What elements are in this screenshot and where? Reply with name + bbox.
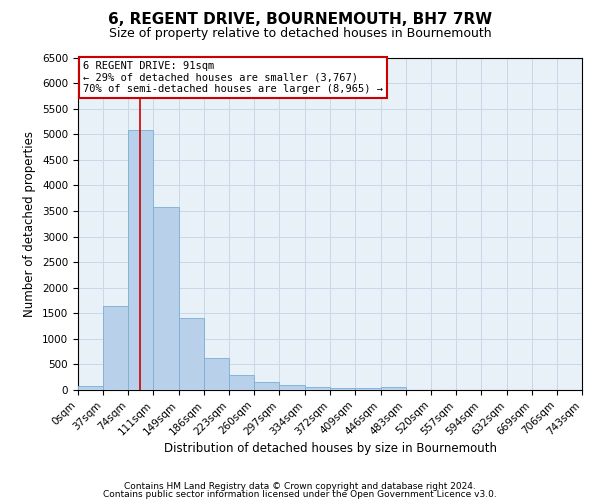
Text: Contains public sector information licensed under the Open Government Licence v3: Contains public sector information licen…	[103, 490, 497, 499]
Text: Contains HM Land Registry data © Crown copyright and database right 2024.: Contains HM Land Registry data © Crown c…	[124, 482, 476, 491]
Bar	[305, 387, 331, 390]
Bar	[204, 358, 229, 390]
Y-axis label: Number of detached properties: Number of detached properties	[23, 130, 37, 317]
Bar	[128, 130, 153, 390]
Bar	[78, 386, 103, 390]
Bar	[153, 207, 179, 390]
Bar	[331, 388, 355, 390]
Bar	[355, 388, 380, 390]
Bar	[254, 382, 280, 390]
X-axis label: Distribution of detached houses by size in Bournemouth: Distribution of detached houses by size …	[163, 442, 497, 455]
Text: 6 REGENT DRIVE: 91sqm
← 29% of detached houses are smaller (3,767)
70% of semi-d: 6 REGENT DRIVE: 91sqm ← 29% of detached …	[83, 61, 383, 94]
Bar	[103, 306, 128, 390]
Bar	[380, 387, 406, 390]
Text: 6, REGENT DRIVE, BOURNEMOUTH, BH7 7RW: 6, REGENT DRIVE, BOURNEMOUTH, BH7 7RW	[108, 12, 492, 28]
Bar	[229, 374, 254, 390]
Bar	[179, 318, 204, 390]
Bar	[280, 385, 305, 390]
Text: Size of property relative to detached houses in Bournemouth: Size of property relative to detached ho…	[109, 28, 491, 40]
